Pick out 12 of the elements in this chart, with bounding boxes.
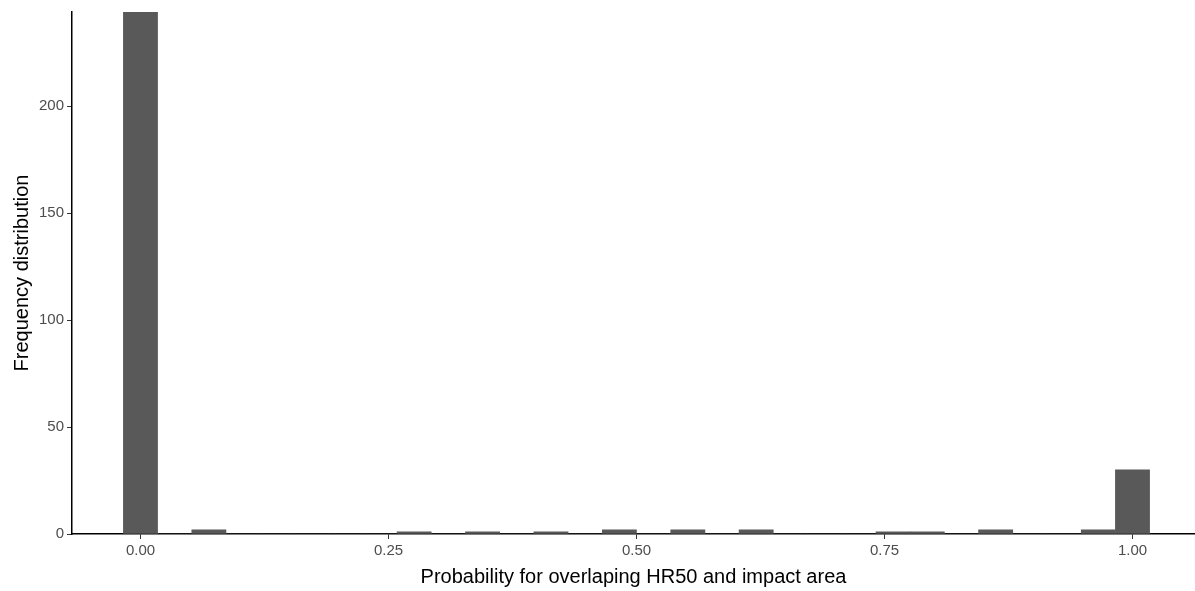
- x-tick-label: 0.00: [125, 541, 156, 559]
- y-tick-label: 200: [39, 96, 65, 114]
- y-tick-label: 50: [47, 417, 65, 435]
- y-axis-title: Frequency distribution: [9, 174, 32, 372]
- y-tick-label: 0: [55, 524, 65, 542]
- y-tick-label: 100: [39, 310, 65, 328]
- x-tick-label: 0.75: [869, 541, 900, 559]
- y-tick-label: 150: [39, 203, 65, 221]
- x-tick-label: 1.00: [1117, 541, 1148, 559]
- x-axis-title: Probability for overlaping HR50 and impact area: [420, 564, 848, 587]
- x-tick-label: 0.50: [621, 541, 652, 559]
- x-tick-label: 0.25: [373, 541, 404, 559]
